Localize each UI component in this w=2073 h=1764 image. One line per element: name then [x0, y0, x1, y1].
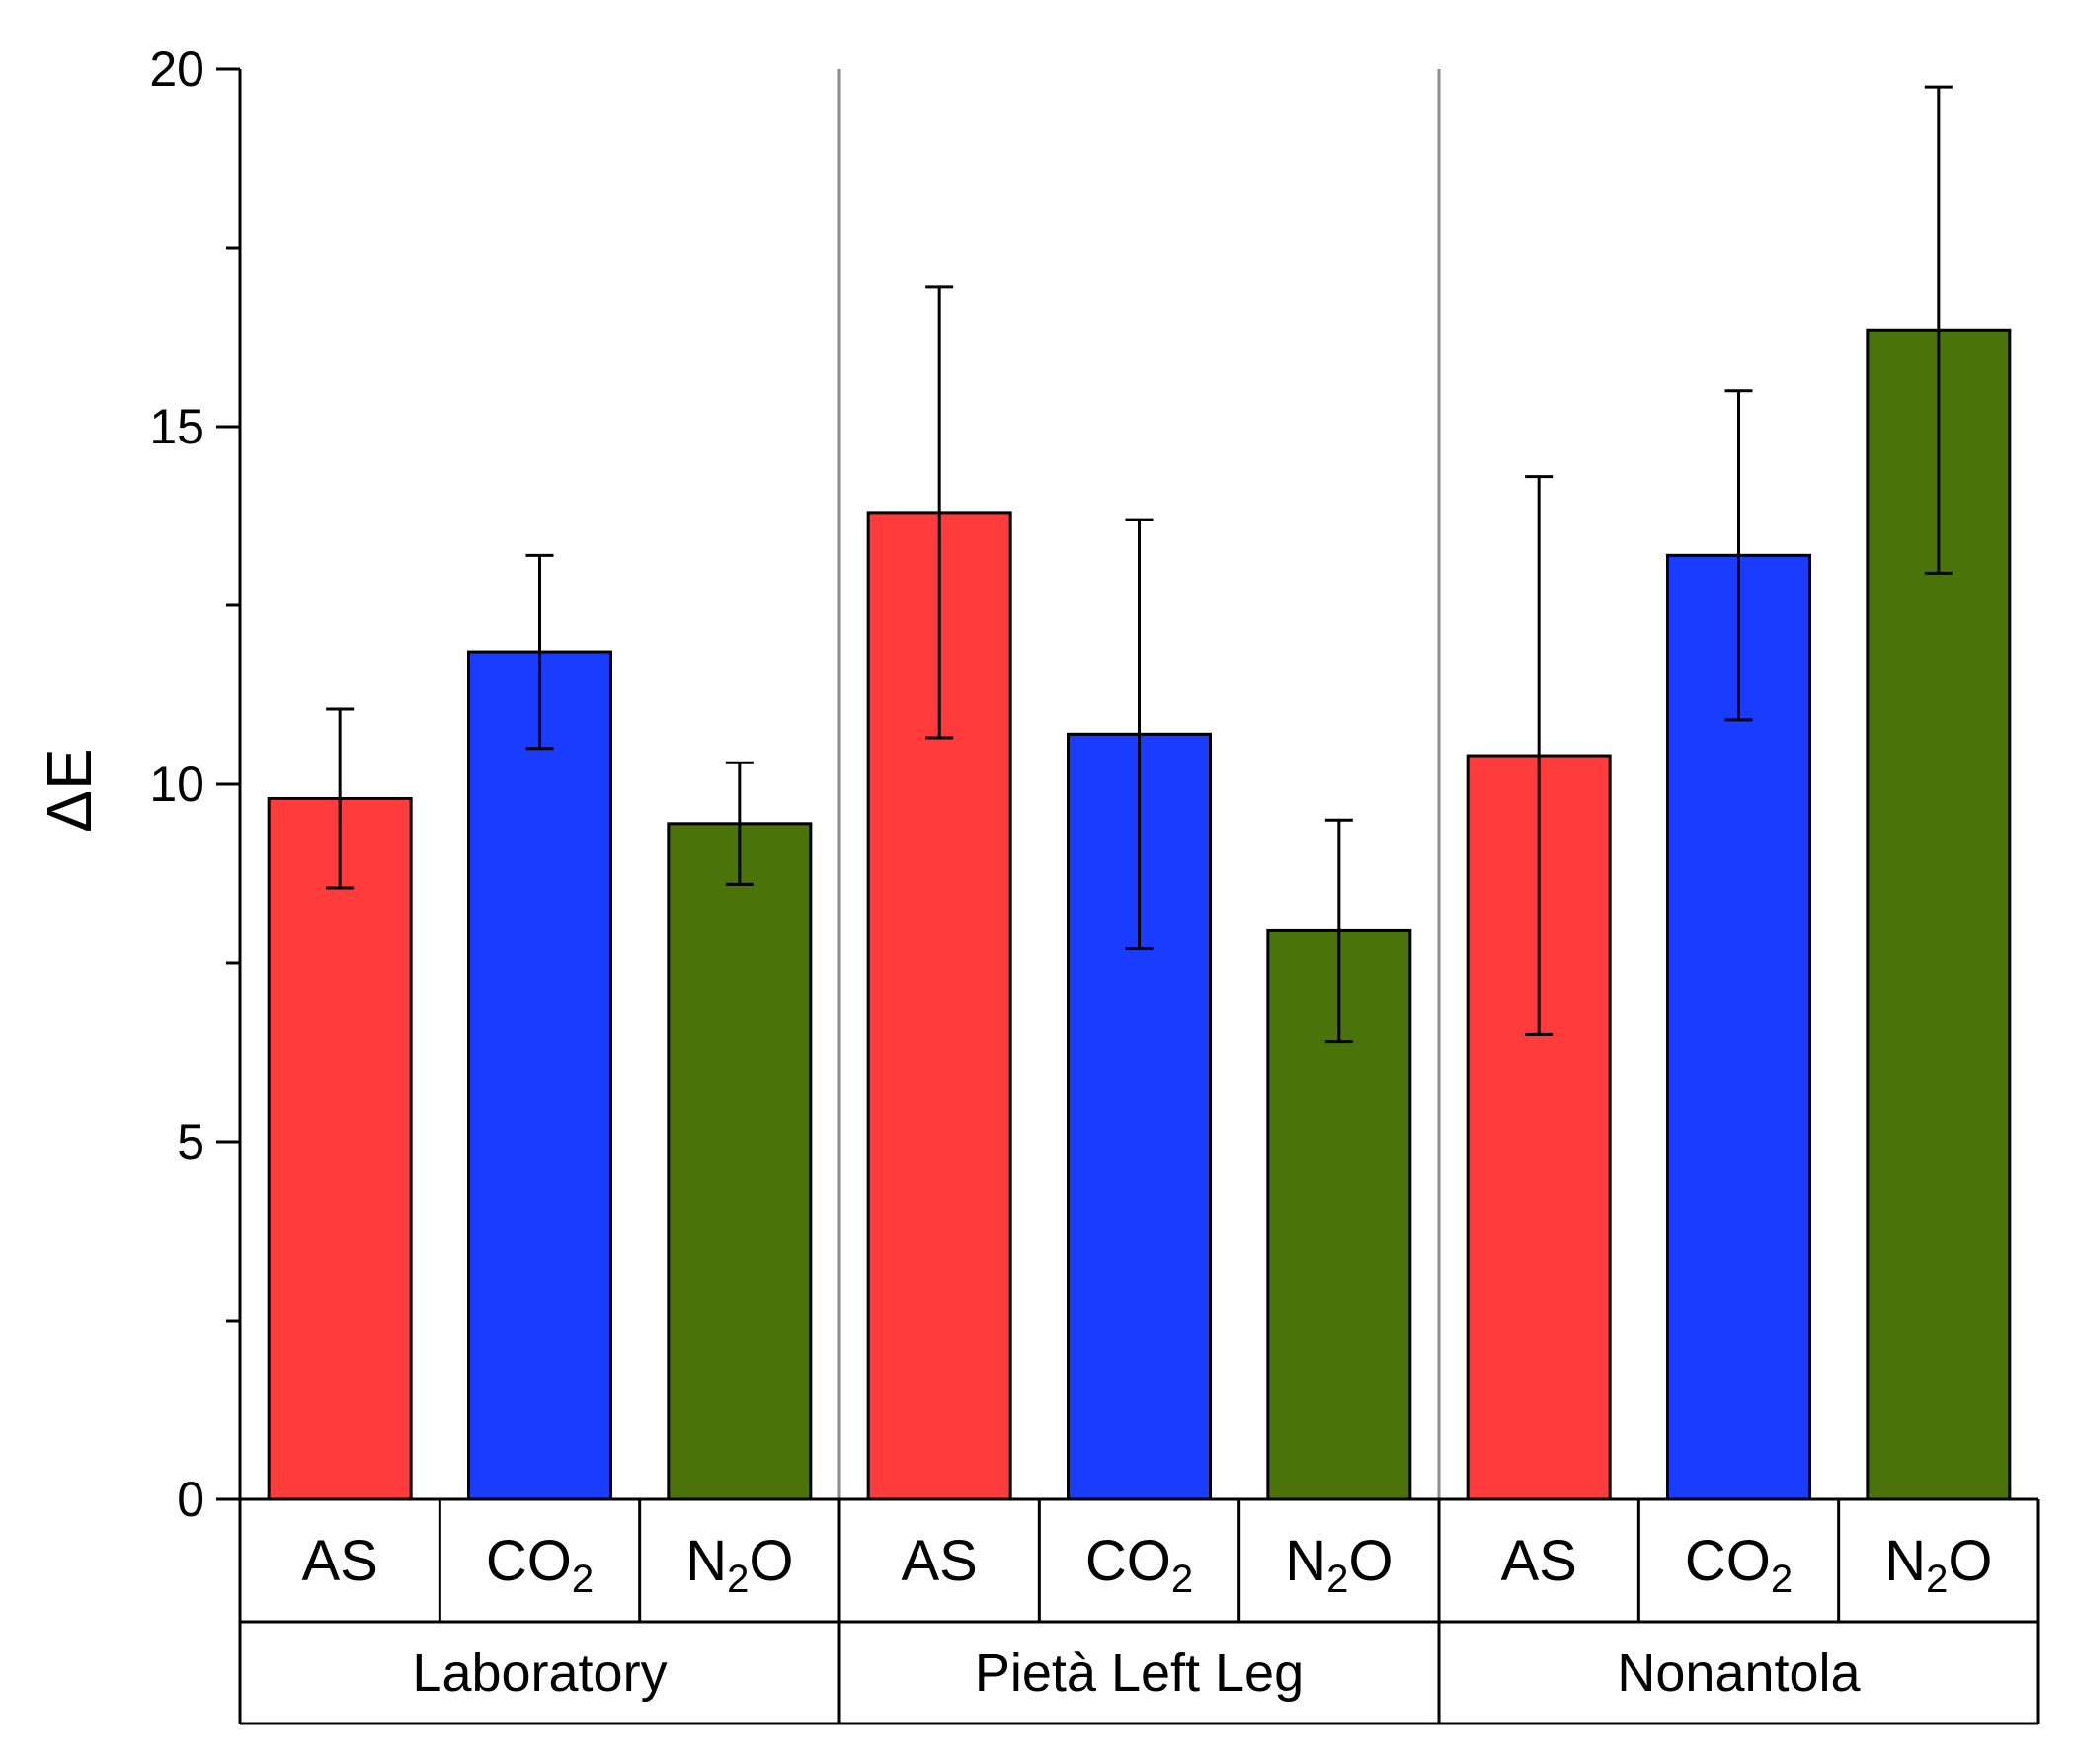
category-label: CO2 — [1685, 1529, 1793, 1601]
category-label: CO2 — [1085, 1529, 1193, 1601]
bar-as-1 — [267, 796, 413, 1501]
y-tick-label: 20 — [149, 41, 204, 97]
bar-co2-1 — [467, 650, 612, 1501]
category-label: AS — [1500, 1529, 1576, 1593]
category-label: N2O — [1884, 1529, 1992, 1601]
y-tick-label: 15 — [149, 399, 204, 454]
y-tick-label: 10 — [149, 757, 204, 812]
category-label: CO2 — [486, 1529, 594, 1601]
bar-as-3 — [1466, 754, 1612, 1501]
bar-n2o-1 — [667, 822, 813, 1501]
group-label: Pietà Left Leg — [975, 1644, 1304, 1703]
category-label: AS — [901, 1529, 977, 1593]
category-label: N2O — [685, 1529, 793, 1601]
category-label: N2O — [1285, 1529, 1393, 1601]
group-label: Laboratory — [412, 1644, 667, 1703]
group-label: Nonantola — [1617, 1644, 1861, 1703]
y-tick-label: 0 — [177, 1472, 204, 1527]
y-tick-label: 5 — [177, 1114, 204, 1169]
category-label: AS — [301, 1529, 377, 1593]
y-axis-title: ΔE — [34, 748, 105, 832]
